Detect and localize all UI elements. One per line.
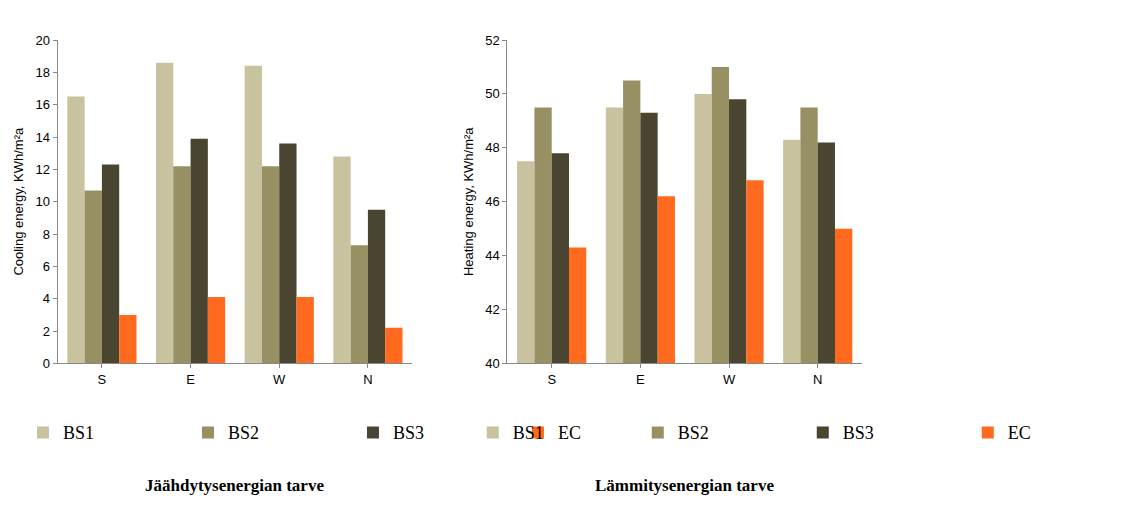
svg-text:20: 20	[36, 33, 50, 48]
svg-text:8: 8	[43, 227, 50, 242]
svg-text:14: 14	[36, 130, 50, 145]
svg-text:Lämmitysenergian tarve: Lämmitysenergian tarve	[595, 476, 774, 495]
svg-text:18: 18	[36, 65, 50, 80]
svg-text:BS1: BS1	[513, 423, 544, 443]
svg-text:4: 4	[43, 291, 50, 306]
svg-text:52: 52	[485, 33, 499, 48]
svg-text:EC: EC	[558, 423, 581, 443]
svg-text:E: E	[186, 372, 195, 387]
svg-text:W: W	[273, 372, 286, 387]
svg-text:0: 0	[43, 356, 50, 371]
svg-text:BS2: BS2	[228, 423, 259, 443]
svg-text:EC: EC	[1008, 423, 1031, 443]
svg-text:W: W	[723, 372, 736, 387]
svg-text:10: 10	[36, 194, 50, 209]
svg-text:46: 46	[485, 194, 499, 209]
svg-text:Cooling energy, KWh/m²a: Cooling energy, KWh/m²a	[11, 127, 26, 276]
svg-text:S: S	[547, 372, 556, 387]
svg-text:BS3: BS3	[393, 423, 424, 443]
svg-text:N: N	[813, 372, 822, 387]
svg-text:Jäähdytysenergian tarve: Jäähdytysenergian tarve	[145, 476, 324, 495]
svg-text:6: 6	[43, 259, 50, 274]
svg-text:E: E	[636, 372, 645, 387]
svg-text:44: 44	[485, 248, 499, 263]
svg-text:40: 40	[485, 356, 499, 371]
svg-text:16: 16	[36, 97, 50, 112]
svg-text:42: 42	[485, 302, 499, 317]
svg-text:BS2: BS2	[678, 423, 709, 443]
svg-text:12: 12	[36, 162, 50, 177]
svg-text:S: S	[98, 372, 107, 387]
svg-text:50: 50	[485, 86, 499, 101]
svg-text:N: N	[363, 372, 372, 387]
svg-text:Heating energy, KWh/m²a: Heating energy, KWh/m²a	[461, 127, 476, 276]
svg-text:BS3: BS3	[843, 423, 874, 443]
svg-text:2: 2	[43, 324, 50, 339]
svg-text:BS1: BS1	[63, 423, 94, 443]
svg-text:48: 48	[485, 140, 499, 155]
